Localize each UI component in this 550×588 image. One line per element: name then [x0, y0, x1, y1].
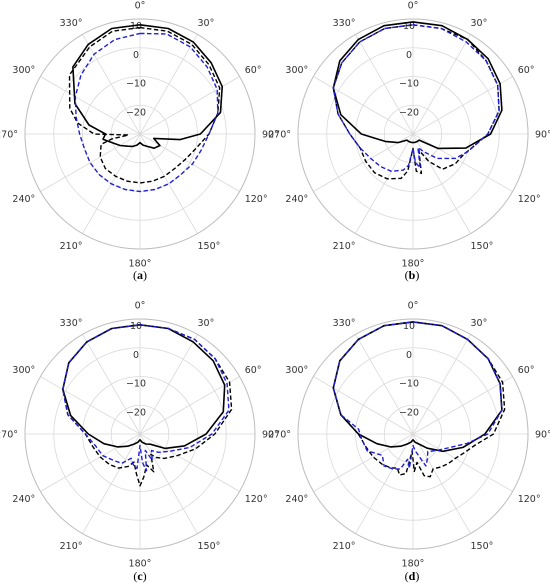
- angle-tick-150-b: 150°: [471, 241, 494, 252]
- angle-tick-0-d: 0°: [408, 301, 419, 312]
- series-1-curve-a: [72, 24, 223, 149]
- ring-gridline-c: [110, 404, 170, 464]
- radial-tick-a: 0: [133, 50, 139, 61]
- ring-gridline-b: [326, 47, 500, 221]
- ring-gridline-c: [82, 376, 198, 492]
- angle-tick-300-d: 300°: [285, 365, 308, 376]
- polar-plot-c: 0° 30° 60° 90° 120° 150° 180° 210° 240° 270° 300° 3…: [0, 301, 279, 570]
- angle-tick-60-c: 60°: [245, 365, 262, 376]
- angle-tick-240-a: 240°: [12, 194, 35, 205]
- angle-tick-240-b: 240°: [285, 194, 308, 205]
- series-3-curve-c: [62, 324, 230, 472]
- series-1-curve-c: [62, 324, 226, 450]
- radial-tick-c: 10: [130, 321, 142, 332]
- radial-tick-a: 10: [130, 21, 142, 32]
- ring-gridline-d: [326, 347, 500, 521]
- radial-tick-c: −20: [126, 407, 146, 418]
- polar-frame-d: [297, 318, 529, 550]
- ring-gridline-d: [355, 376, 471, 492]
- angle-tick-180-b: 180°: [402, 259, 425, 270]
- angle-tick-0-a: 0°: [135, 1, 146, 12]
- polar-plot-d: 0° 30° 60° 90° 120° 150° 180° 210° 240° 270° 300° 3…: [268, 301, 550, 570]
- radial-tick-a: −20: [126, 107, 146, 118]
- radial-tick-d: −20: [399, 407, 419, 418]
- angle-tick-270-b: 270°: [268, 130, 291, 141]
- angle-tick-180-c: 180°: [129, 559, 152, 570]
- angle-tick-240-c: 240°: [12, 494, 35, 505]
- angle-tick-150-c: 150°: [198, 541, 221, 552]
- polar-plot-b: 0° 30° 60° 90° 120° 150° 180° 210° 240° 270° 300° 3…: [268, 1, 550, 270]
- series-2-curve-c: [62, 324, 233, 487]
- angle-tick-90-d: 90°: [535, 430, 550, 441]
- angle-tick-180-a: 180°: [129, 259, 152, 270]
- angle-tick-330-a: 330°: [60, 18, 83, 29]
- radial-tick-b: −10: [399, 79, 419, 90]
- polar-frame-a: [24, 18, 256, 250]
- angle-tick-150-a: 150°: [198, 241, 221, 252]
- ring-gridline-b: [355, 76, 471, 192]
- angle-tick-210-b: 210°: [333, 241, 356, 252]
- angle-tick-210-a: 210°: [60, 241, 83, 252]
- angle-tick-210-c: 210°: [60, 541, 83, 552]
- angle-tick-300-a: 300°: [12, 65, 35, 76]
- angle-tick-210-d: 210°: [333, 541, 356, 552]
- angle-tick-60-b: 60°: [518, 65, 535, 76]
- ring-gridline-d: [383, 404, 443, 464]
- angle-tick-300-b: 300°: [285, 65, 308, 76]
- radial-tick-c: 0: [133, 350, 139, 361]
- angle-tick-300-c: 300°: [12, 365, 35, 376]
- angle-tick-60-d: 60°: [518, 365, 535, 376]
- polar-frame-c: [24, 318, 256, 550]
- radial-tick-c: −10: [126, 379, 146, 390]
- ring-gridline-b: [383, 104, 443, 164]
- angle-tick-120-a: 120°: [245, 194, 268, 205]
- radial-tick-b: −20: [399, 107, 419, 118]
- series-3-curve-b: [332, 24, 500, 172]
- radial-tick-b: 10: [403, 21, 415, 32]
- radial-tick-d: 10: [403, 321, 415, 332]
- angle-tick-30-d: 30°: [471, 318, 488, 329]
- caption-c: (c): [133, 569, 146, 583]
- radial-tick-a: −10: [126, 79, 146, 90]
- angle-tick-90-b: 90°: [535, 130, 550, 141]
- angle-tick-120-c: 120°: [245, 494, 268, 505]
- series-3-curve-a: [74, 32, 219, 193]
- caption-a: (a): [133, 268, 147, 282]
- angle-tick-270-a: 270°: [0, 130, 18, 141]
- angle-tick-120-d: 120°: [518, 494, 541, 505]
- angle-tick-270-d: 270°: [268, 430, 291, 441]
- radial-tick-d: 0: [406, 350, 412, 361]
- ring-gridline-c: [53, 347, 227, 521]
- angle-tick-30-b: 30°: [471, 18, 488, 29]
- angle-tick-330-d: 330°: [333, 318, 356, 329]
- angle-tick-240-d: 240°: [285, 494, 308, 505]
- polar-plot-a: 0° 30° 60° 90° 120° 150° 180° 210° 240° 270° 300° 3…: [0, 1, 279, 270]
- angle-tick-30-a: 30°: [198, 18, 215, 29]
- angle-tick-0-b: 0°: [408, 1, 419, 12]
- angle-tick-330-c: 330°: [60, 318, 83, 329]
- angle-tick-90-a: 90°: [262, 130, 279, 141]
- angle-tick-330-b: 330°: [333, 18, 356, 29]
- angle-tick-0-c: 0°: [135, 301, 146, 312]
- series-3-curve-d: [332, 321, 503, 470]
- angle-tick-120-b: 120°: [518, 194, 541, 205]
- angle-tick-180-d: 180°: [402, 559, 425, 570]
- polar-frame-b: [297, 18, 529, 250]
- ring-gridline-a: [53, 47, 227, 221]
- series-2-curve-a: [68, 26, 221, 184]
- caption-d: (d): [405, 569, 420, 583]
- caption-b: (b): [405, 268, 420, 282]
- angle-tick-150-d: 150°: [471, 541, 494, 552]
- angle-tick-90-c: 90°: [262, 430, 279, 441]
- radial-tick-d: −10: [399, 379, 419, 390]
- angle-tick-270-c: 270°: [0, 430, 18, 441]
- angle-tick-30-c: 30°: [198, 318, 215, 329]
- radial-tick-b: 0: [406, 50, 412, 61]
- angle-tick-60-a: 60°: [245, 65, 262, 76]
